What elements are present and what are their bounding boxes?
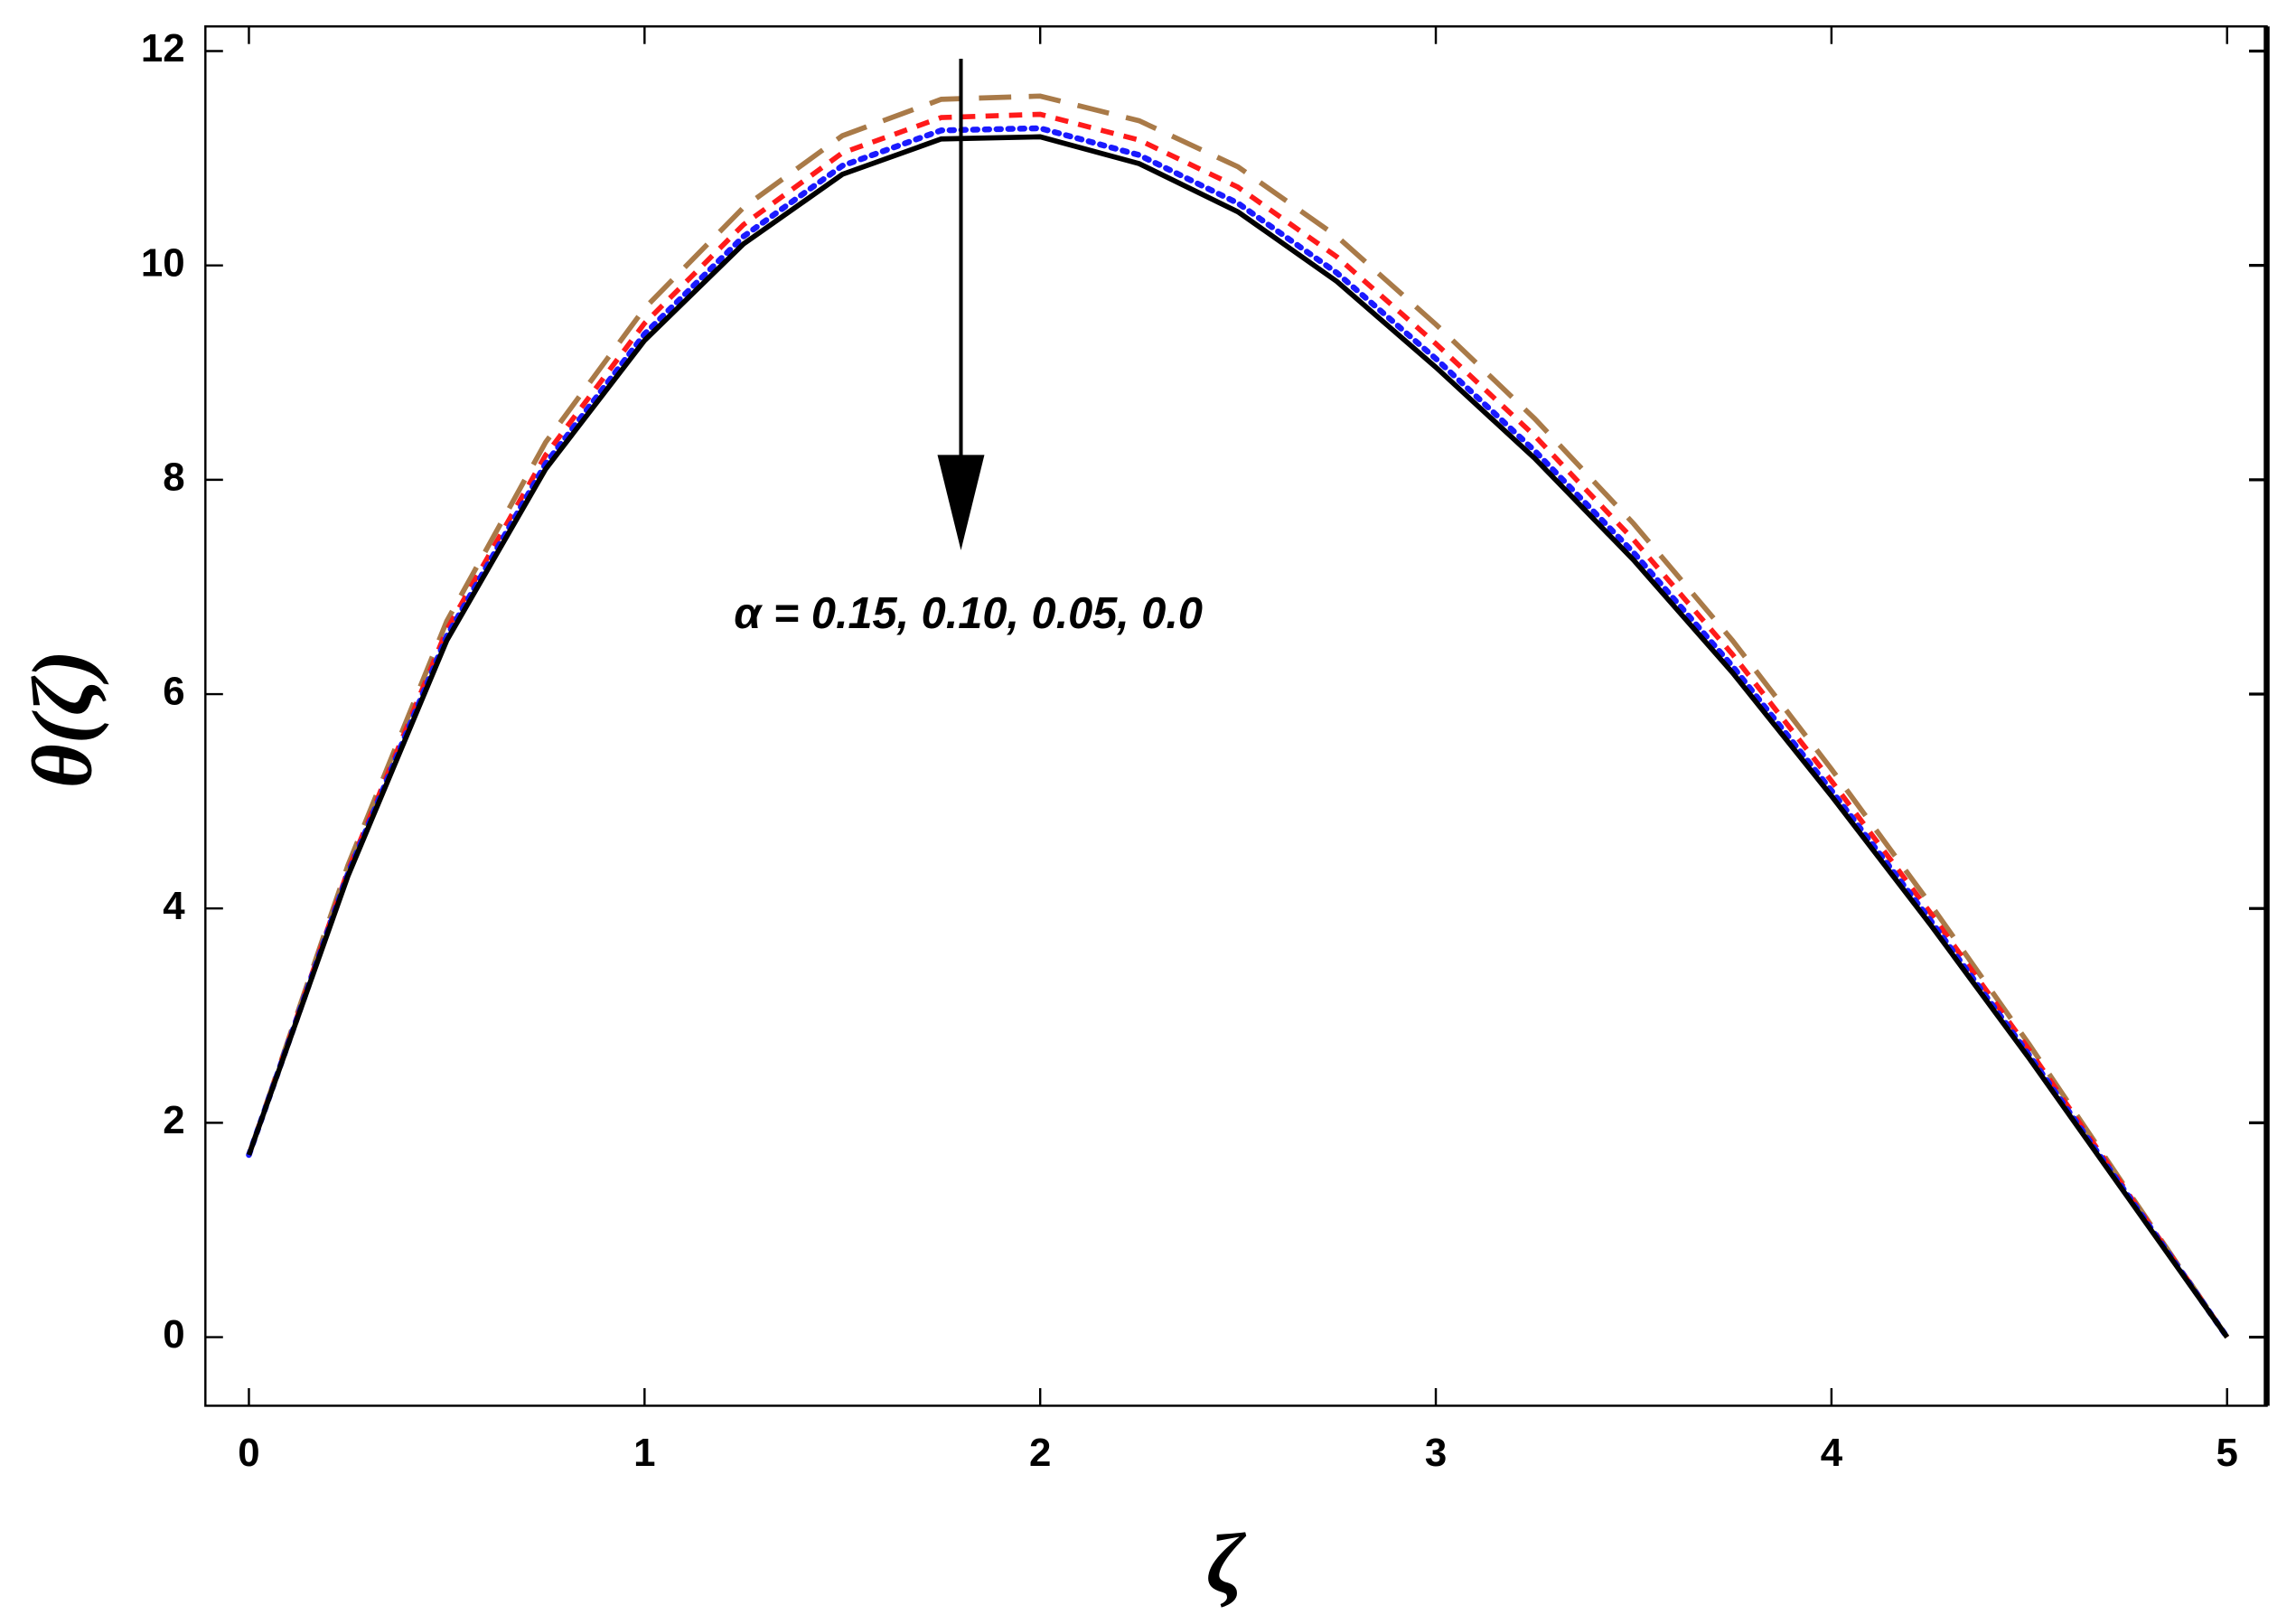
series-line: [246, 93, 2230, 1339]
x-tick-label: 2: [1029, 1431, 1051, 1475]
y-tick-label: 8: [163, 455, 184, 499]
y-tick-label: 0: [163, 1312, 184, 1357]
series-line: [246, 134, 2230, 1339]
x-tick-label: 3: [1425, 1431, 1447, 1475]
plot-frame: [204, 25, 2268, 1407]
series-line: [246, 125, 2230, 1340]
annotation: α = 0.15, 0.10, 0.05, 0.0: [734, 589, 1203, 638]
series-line: [246, 111, 2230, 1339]
y-tick-label: 6: [163, 670, 184, 714]
y-tick-label: 4: [163, 884, 185, 928]
y-tick-label: 2: [163, 1098, 184, 1142]
x-tick-label: 0: [238, 1431, 259, 1475]
x-tick-label: 5: [2216, 1431, 2238, 1475]
x-axis-label: ζ: [1206, 1517, 1247, 1611]
series-group: [246, 93, 2230, 1340]
y-axis-label: θ(ζ): [16, 650, 110, 788]
x-tick-label: 4: [1821, 1431, 1843, 1475]
y-tick-label: 12: [141, 26, 185, 70]
arrow-head: [937, 455, 985, 550]
y-tick-label: 10: [141, 240, 185, 285]
x-tick-label: 1: [633, 1431, 655, 1475]
